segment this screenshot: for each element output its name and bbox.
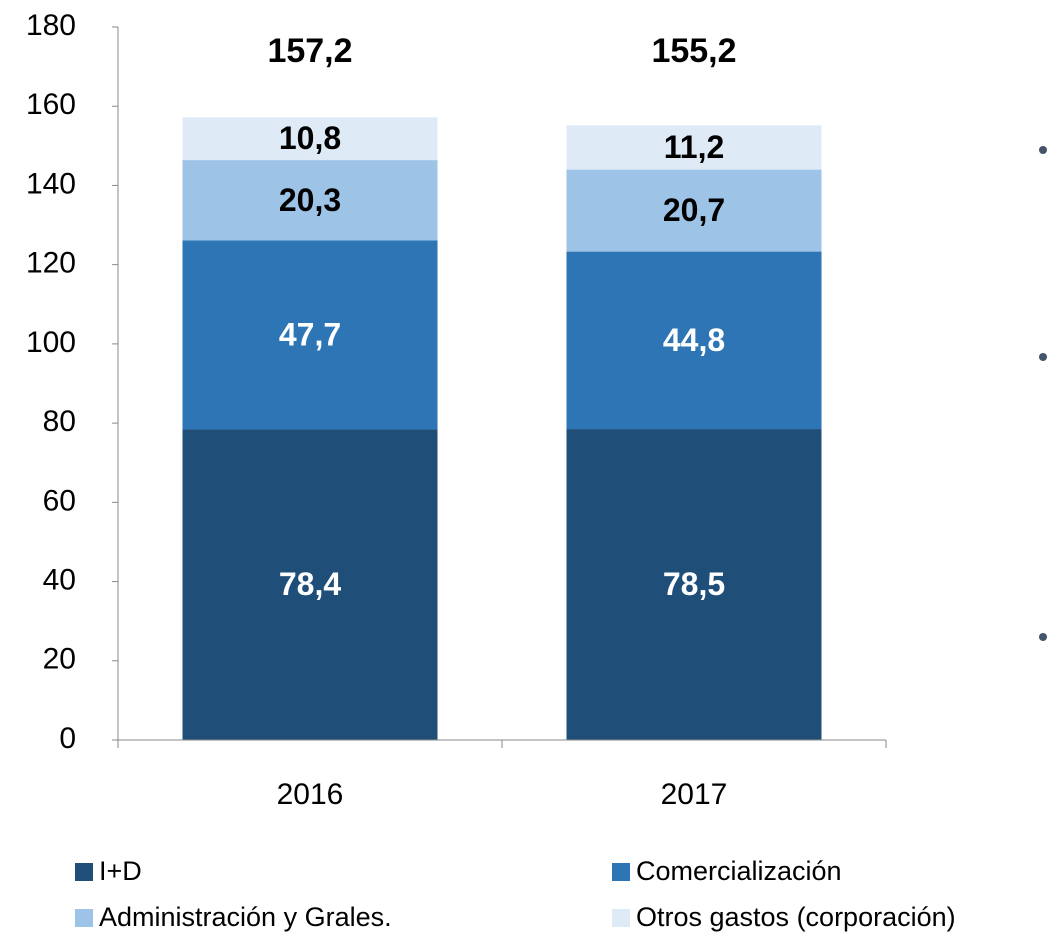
legend-swatch — [75, 909, 93, 927]
y-tick-label: 100 — [26, 326, 76, 359]
bullet — [1039, 633, 1047, 641]
y-tick-label: 160 — [26, 88, 76, 121]
legend-swatch — [612, 863, 630, 881]
x-tick-label: 2016 — [277, 778, 344, 811]
bar-segment — [566, 429, 822, 740]
bar-segment — [182, 160, 438, 241]
bar-segment — [566, 251, 822, 430]
bar-segment — [566, 169, 822, 252]
legend-swatch — [75, 863, 93, 881]
y-tick-label: 80 — [43, 405, 76, 438]
total-label: 155,2 — [651, 32, 736, 70]
bar-segment — [182, 429, 438, 740]
x-tick-label: 2017 — [661, 778, 728, 811]
bar-segment — [566, 125, 822, 170]
bar-segment — [182, 117, 438, 161]
y-tick-label: 120 — [26, 247, 76, 280]
legend-label: Comercialización — [636, 856, 842, 886]
y-tick-label: 140 — [26, 167, 76, 200]
legend-label: Otros gastos (corporación) — [636, 902, 956, 932]
y-tick-label: 180 — [26, 9, 76, 42]
legend-swatch — [612, 909, 630, 927]
y-tick-label: 60 — [43, 484, 76, 517]
bar-segment — [182, 240, 438, 430]
data-label: 44,8 — [663, 322, 725, 358]
legend-label: Administración y Grales. — [99, 902, 392, 932]
legend-label: I+D — [99, 856, 142, 886]
data-label: 10,8 — [279, 120, 341, 156]
y-tick-label: 20 — [43, 643, 76, 676]
y-tick-label: 0 — [59, 722, 76, 755]
data-label: 78,4 — [279, 566, 341, 602]
y-tick-label: 40 — [43, 563, 76, 596]
data-label: 11,2 — [664, 129, 725, 165]
total-label: 157,2 — [267, 32, 352, 70]
data-label: 20,7 — [663, 192, 725, 228]
bullet — [1039, 146, 1047, 154]
data-label: 20,3 — [279, 182, 341, 218]
bullet — [1039, 353, 1047, 361]
data-label: 47,7 — [279, 316, 341, 352]
data-label: 78,5 — [663, 566, 725, 602]
